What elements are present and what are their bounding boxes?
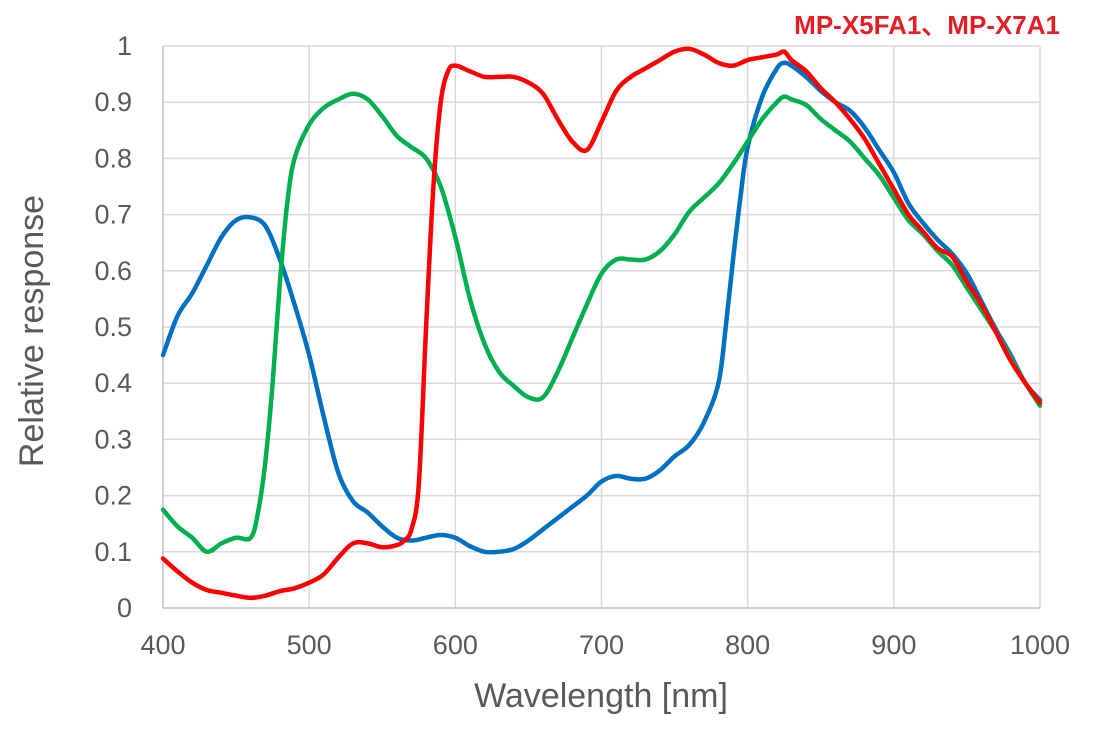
y-tick-label: 1 <box>117 31 132 61</box>
y-tick-label: 0.9 <box>94 87 132 117</box>
x-tick-label: 900 <box>871 630 916 660</box>
y-tick-label: 0 <box>117 593 132 623</box>
y-tick-label: 0.7 <box>94 200 132 230</box>
green-series-line <box>160 91 1043 555</box>
y-tick-label: 0.2 <box>94 481 132 511</box>
y-tick-label: 0.6 <box>94 256 132 286</box>
x-tick-label: 500 <box>287 630 332 660</box>
series-lines <box>160 46 1043 601</box>
grid <box>163 45 1041 608</box>
x-tick-label: 600 <box>433 630 478 660</box>
axes <box>162 46 1040 609</box>
x-axis-title: Wavelength [nm] <box>474 677 728 715</box>
red-series-line <box>160 46 1043 601</box>
blue-series-line <box>160 60 1043 555</box>
x-tick-label: 700 <box>579 630 624 660</box>
y-tick-label: 0.8 <box>94 143 132 173</box>
x-tick-label: 1000 <box>1010 630 1070 660</box>
x-tick-label: 800 <box>725 630 770 660</box>
x-tick-label: 400 <box>140 630 185 660</box>
y-tick-label: 0.3 <box>94 424 132 454</box>
tick-labels: 400 500 600 700 800 900 1000 0 0.1 0.2 0.3 0.4 0.5 0.… <box>94 31 1070 660</box>
chart-title: MP-X5FA1、MP-X7A1 <box>794 10 1060 40</box>
y-tick-label: 0.5 <box>94 312 132 342</box>
y-tick-label: 0.4 <box>94 368 132 398</box>
y-axis-title: Relative response <box>13 195 51 467</box>
y-tick-label: 0.1 <box>94 537 132 567</box>
